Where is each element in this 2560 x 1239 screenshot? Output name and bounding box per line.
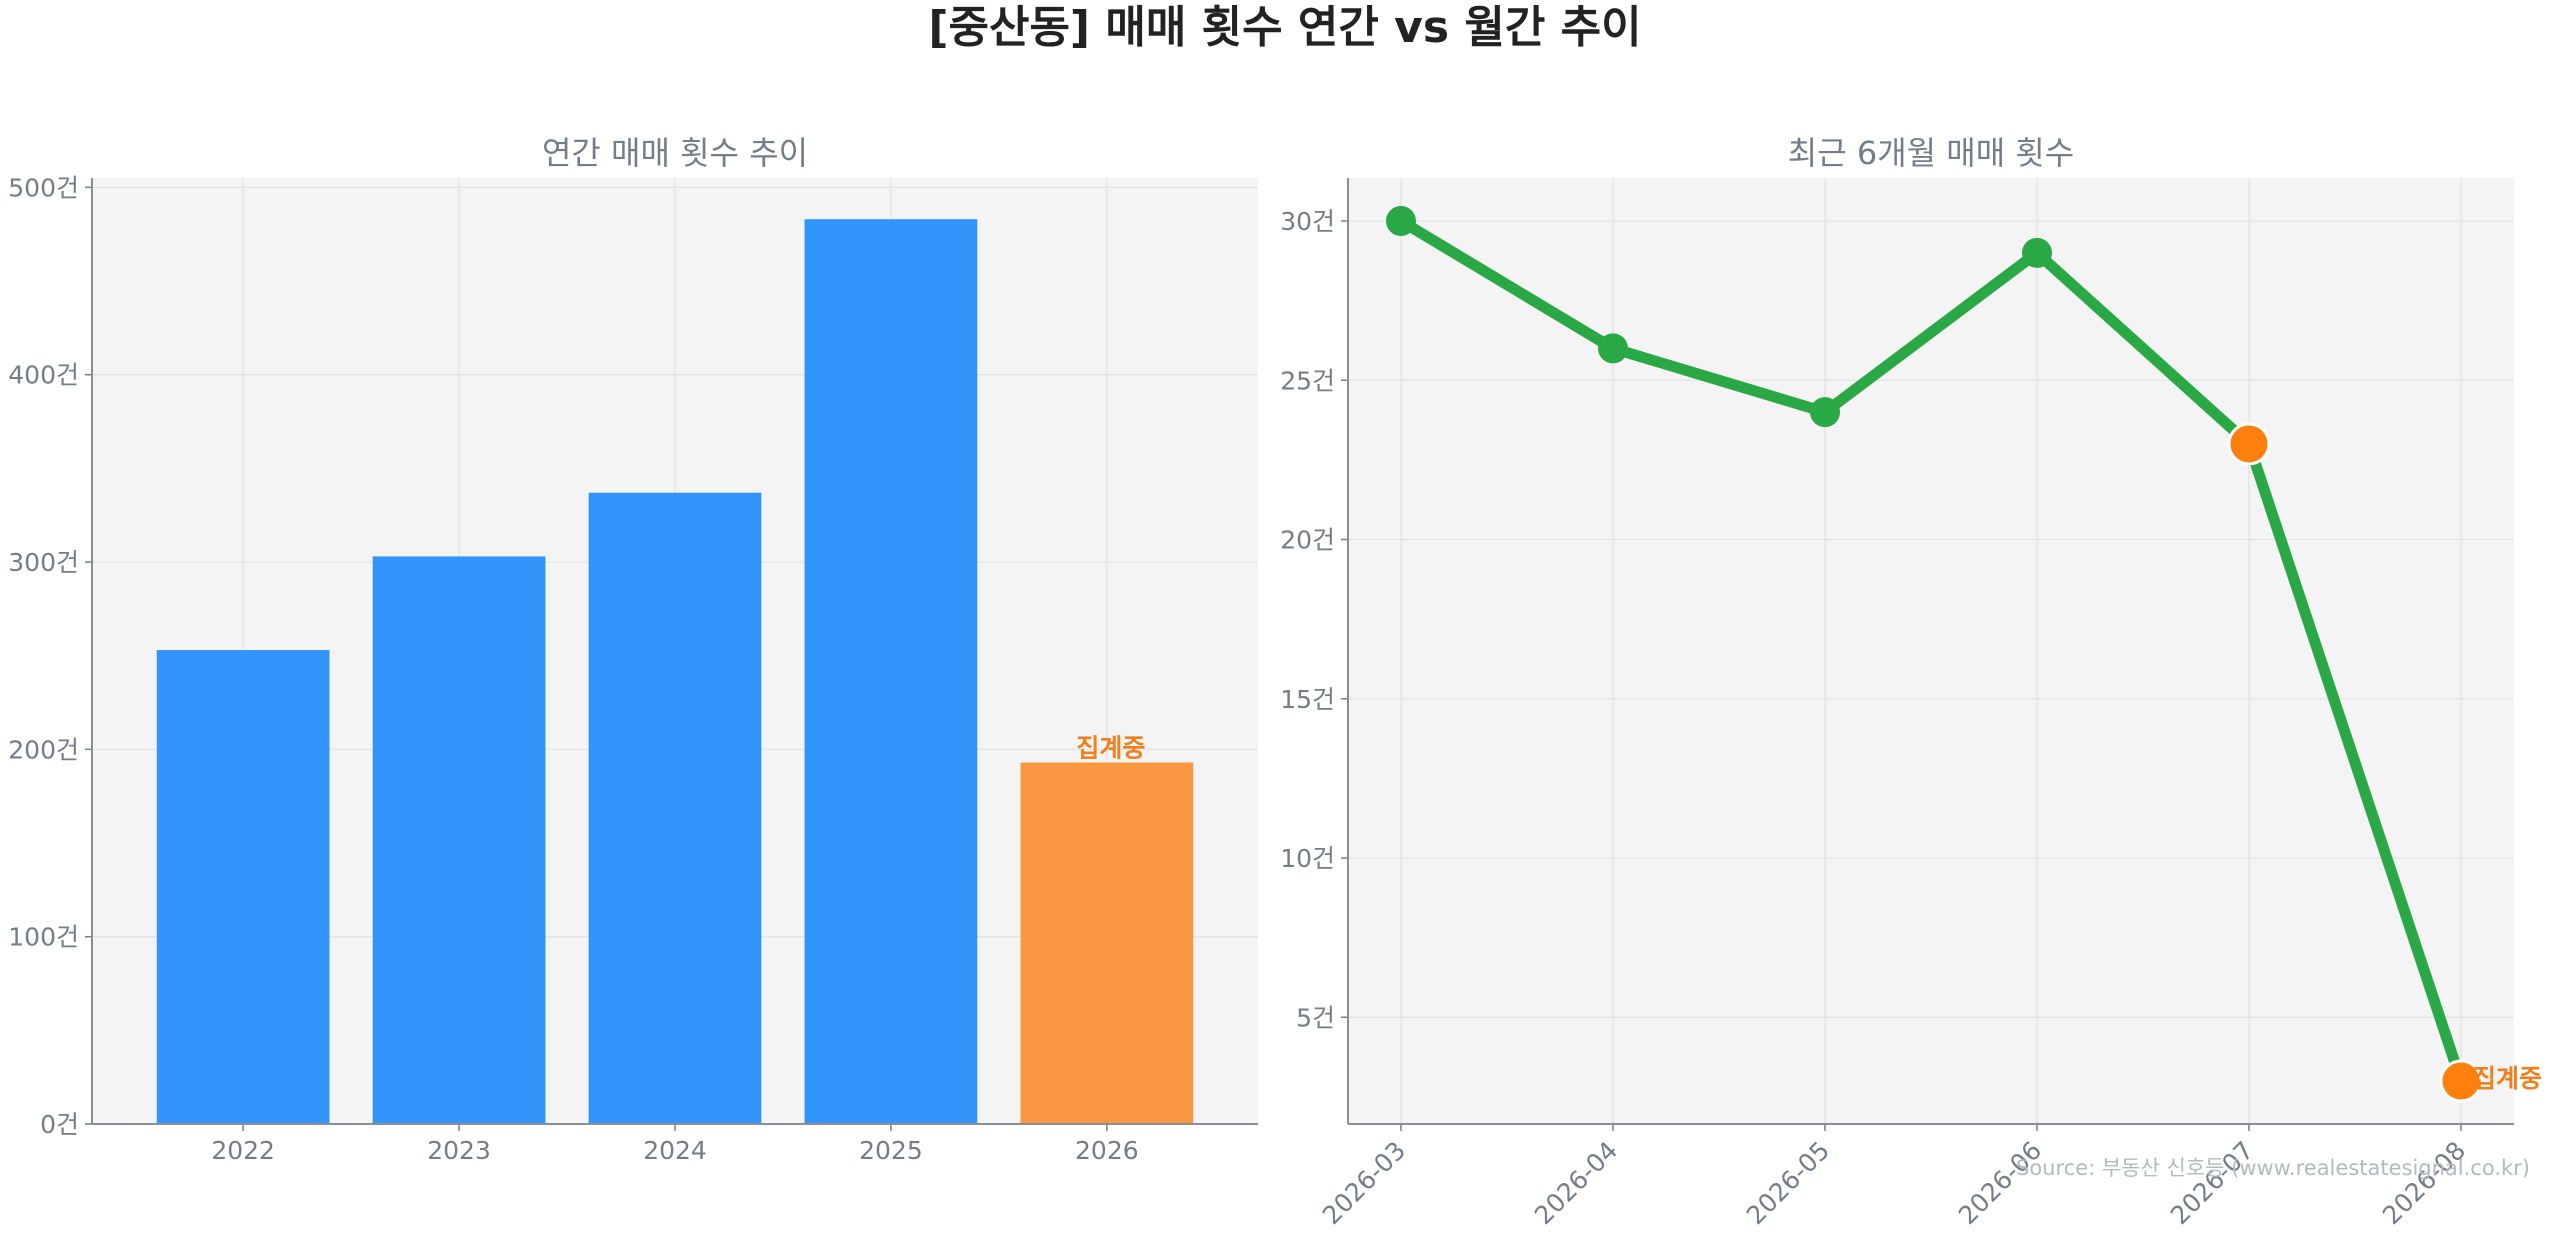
line-x-tick-label: 2026-06 — [1953, 1136, 2047, 1230]
line-point-2026-08 — [2439, 1059, 2483, 1103]
bar-y-tick-label: 200건 — [8, 735, 79, 764]
line-axes — [1347, 178, 2514, 1125]
line-annotation-label: 집계중 — [2473, 1064, 2542, 1093]
bar-2023 — [372, 556, 546, 1124]
bar-y-tick-label: 400건 — [8, 361, 79, 390]
bar-y-tick-label: 100건 — [8, 923, 79, 952]
line-x-tick-label: 2026-08 — [2377, 1136, 2471, 1230]
line-y-tick-label: 5건 — [1296, 1003, 1335, 1032]
line-series-path — [1395, 215, 2467, 1087]
bar-2024 — [588, 492, 762, 1124]
line-x-tick-label: 2026-05 — [1741, 1136, 1835, 1230]
line-x-tick-label: 2026-07 — [2165, 1136, 2259, 1230]
bar-y-tick-label: 500건 — [8, 173, 79, 202]
bar-tick-labels: 0건 100건 200건 300건 400건 500건 2022 2023 2024 2025 20… — [8, 173, 1138, 1165]
line-y-tick-label: 20건 — [1280, 526, 1335, 555]
line-chart-title: 최근 6개월 매매 횟수 — [1788, 134, 2074, 172]
bar-y-tick-label: 300건 — [8, 548, 79, 577]
bar-2025 — [804, 219, 978, 1124]
bar-chart-title: 연간 매매 횟수 추이 — [542, 134, 808, 172]
line-point-2026-06 — [2022, 237, 2052, 268]
bar-y-tick-label: 0건 — [40, 1110, 79, 1139]
bar-axes — [91, 178, 1258, 1125]
bar-2022 — [156, 650, 330, 1124]
line-point-2026-05 — [1810, 397, 1840, 428]
bar-annotation-label: 집계중 — [1076, 733, 1145, 762]
source-credit: Source: 부동산 신호등 (www.realestatesignal.co… — [2016, 1156, 2530, 1180]
line-point-2026-04 — [1598, 333, 1628, 364]
annual-bar-chart: 0건 100건 200건 300건 400건 500건 2022 2023 2024 2025 20… — [8, 134, 1258, 1165]
line-x-tick-label: 2026-03 — [1317, 1136, 1411, 1230]
line-y-tick-label: 10건 — [1280, 844, 1335, 873]
line-x-tick-label: 2026-04 — [1529, 1136, 1623, 1230]
page-title: [중산동] 매매 횟수 연간 vs 월간 추이 — [928, 2, 1641, 53]
line-y-tick-label: 30건 — [1280, 207, 1335, 236]
bar-series — [156, 219, 1194, 1124]
line-point-2026-03 — [1386, 206, 1416, 236]
line-series-points — [1386, 206, 2483, 1103]
monthly-line-chart: 5건 10건 15건 20건 25건 30건 2026-03 2026-04 2026-05 20… — [1280, 134, 2542, 1230]
line-point-2026-07 — [2227, 422, 2271, 466]
bar-x-tick-label: 2022 — [211, 1136, 275, 1165]
bar-x-tick-label: 2024 — [643, 1136, 707, 1165]
bar-x-tick-label: 2026 — [1075, 1136, 1139, 1165]
line-gridlines — [1341, 178, 2514, 1131]
bar-2026 — [1020, 762, 1194, 1124]
line-plot-background — [1348, 178, 2514, 1124]
bar-x-tick-label: 2025 — [859, 1136, 923, 1165]
bar-x-tick-label: 2023 — [427, 1136, 491, 1165]
line-y-tick-label: 25건 — [1280, 366, 1335, 395]
line-y-tick-label: 15건 — [1280, 685, 1335, 714]
